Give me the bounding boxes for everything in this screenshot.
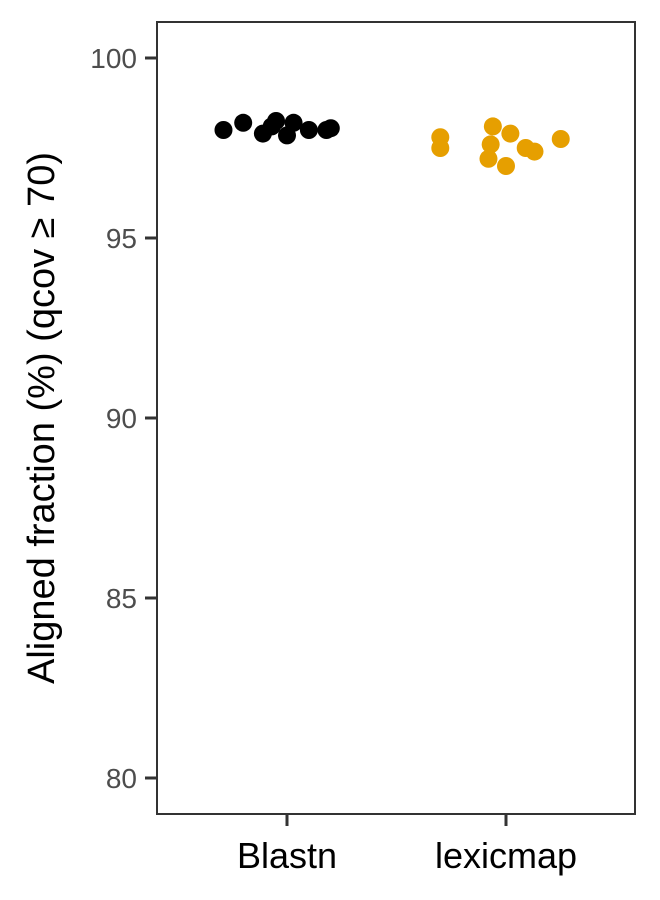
y-tick-label: 85: [106, 583, 137, 614]
data-point-lexicmap: [525, 142, 544, 161]
y-tick-label: 100: [90, 43, 137, 74]
y-tick-label: 95: [106, 223, 137, 254]
data-point-lexicmap: [501, 124, 520, 143]
x-category-label: Blastn: [237, 835, 337, 876]
data-point-lexicmap: [483, 117, 502, 136]
y-tick-label: 90: [106, 403, 137, 434]
data-point-blastn: [267, 112, 286, 130]
x-category-label: lexicmap: [435, 835, 577, 876]
data-point-blastn: [214, 121, 233, 139]
data-point-blastn: [299, 121, 318, 139]
data-point-lexicmap: [497, 157, 515, 175]
x-axis: Blastn lexicmap: [237, 814, 577, 876]
y-axis-title: Aligned fraction (%) (qcov ≥ 70): [21, 152, 63, 684]
y-tick-label: 80: [106, 763, 137, 794]
y-axis: 80 85 90 95 100: [90, 43, 157, 794]
data-point-blastn: [234, 113, 253, 132]
data-point-blastn: [321, 119, 340, 138]
data-point-lexicmap: [479, 149, 498, 168]
data-points: [214, 112, 570, 175]
data-point-lexicmap: [481, 135, 500, 154]
data-point-lexicmap: [551, 130, 570, 148]
data-point-lexicmap: [431, 139, 450, 157]
data-point-blastn: [284, 113, 303, 132]
